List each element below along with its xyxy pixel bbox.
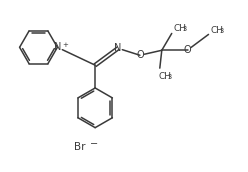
Text: Br: Br bbox=[74, 142, 86, 153]
Text: O: O bbox=[184, 45, 191, 55]
Text: 3: 3 bbox=[183, 26, 187, 33]
Text: 3: 3 bbox=[168, 74, 172, 80]
Text: +: + bbox=[62, 42, 68, 48]
Text: 3: 3 bbox=[219, 28, 224, 34]
Text: −: − bbox=[90, 138, 98, 149]
Text: O: O bbox=[136, 50, 144, 60]
Text: N: N bbox=[54, 42, 61, 52]
Text: CH: CH bbox=[174, 24, 187, 33]
Text: CH: CH bbox=[211, 26, 223, 35]
Text: CH: CH bbox=[159, 72, 172, 80]
Text: N: N bbox=[114, 43, 122, 53]
